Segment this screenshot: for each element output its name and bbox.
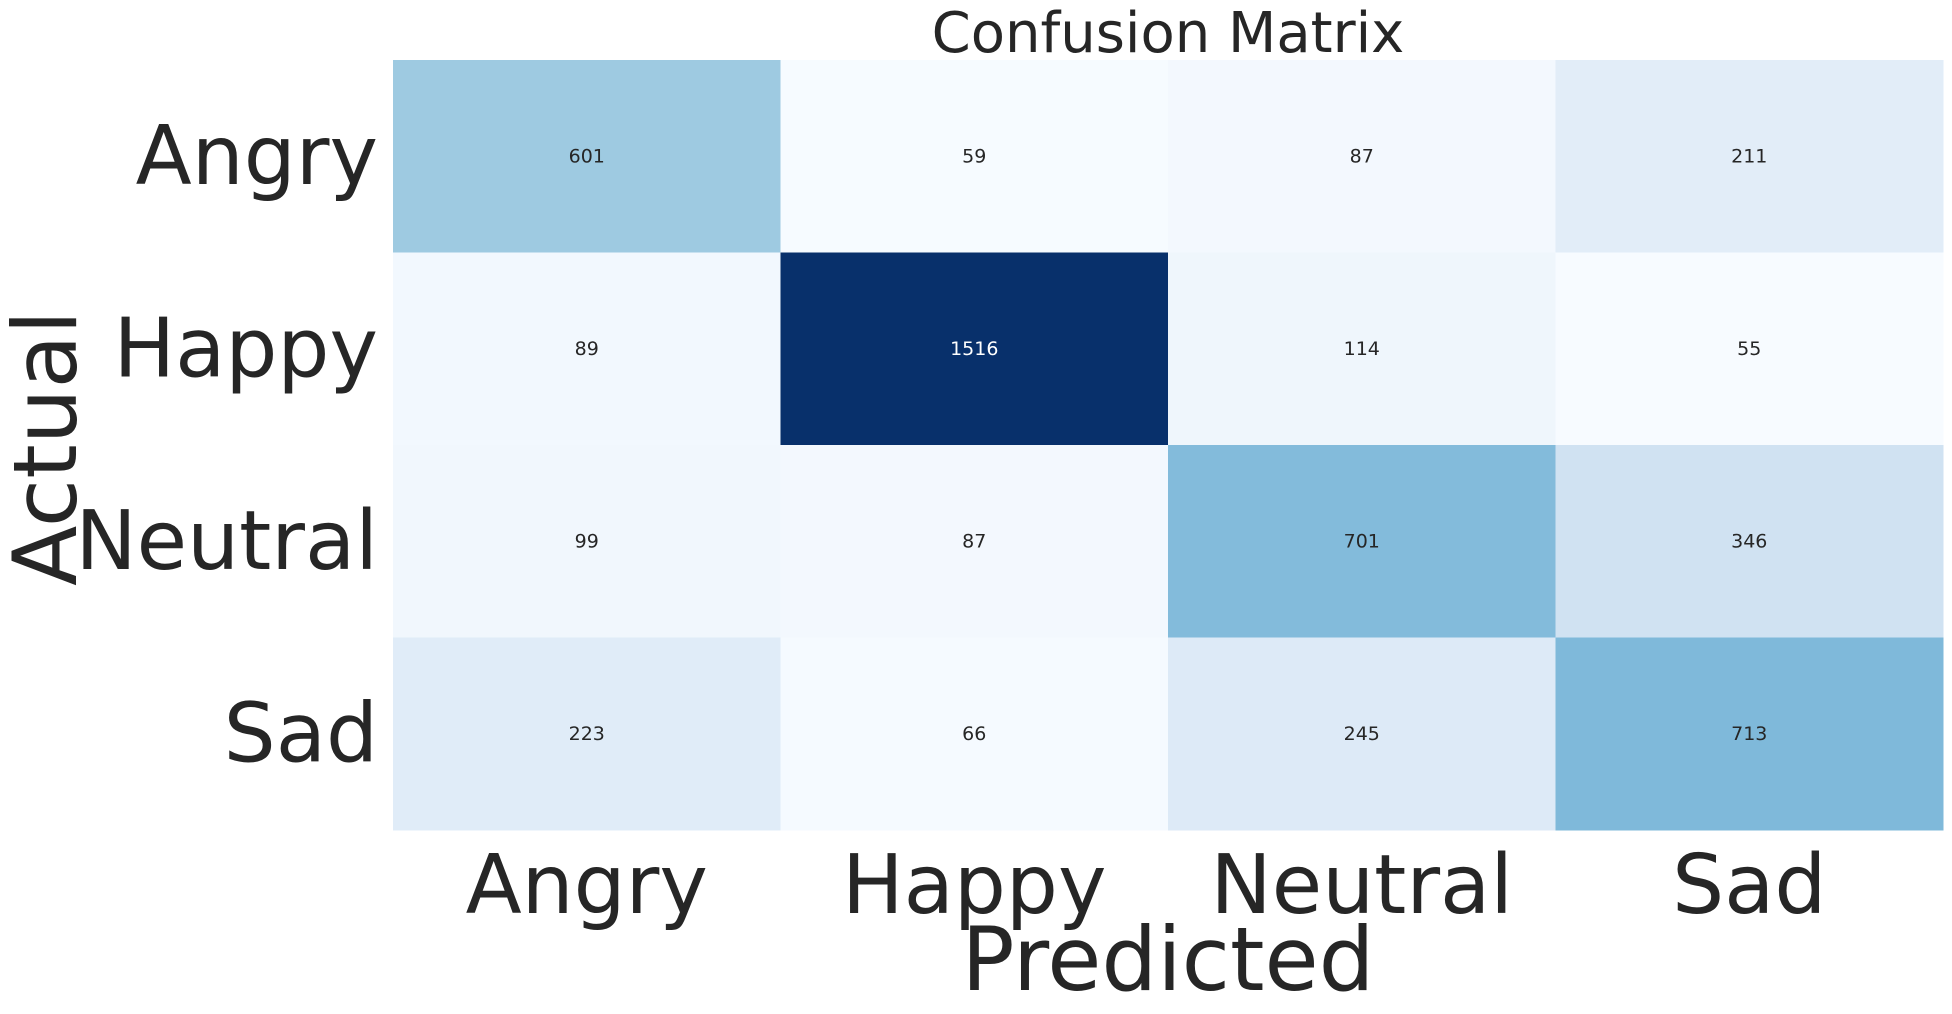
y-tick-neutral: Neutral xyxy=(75,494,378,589)
x-tick-neutral: Neutral xyxy=(1210,838,1513,933)
cell-value-neutral-angry: 99 xyxy=(575,530,599,552)
cell-happy-sad xyxy=(1555,252,1944,446)
cell-angry-happy xyxy=(780,60,1169,253)
chart-title: Confusion Matrix xyxy=(932,1,1405,66)
cell-value-angry-neutral: 87 xyxy=(1350,145,1374,167)
cell-neutral-sad xyxy=(1555,445,1944,638)
cell-value-happy-neutral: 114 xyxy=(1344,338,1380,360)
cell-happy-neutral xyxy=(1168,252,1556,446)
y-axis-label: Actual xyxy=(0,310,97,586)
cell-value-happy-sad: 55 xyxy=(1737,338,1761,360)
cell-happy-happy xyxy=(780,252,1169,446)
cell-sad-neutral xyxy=(1168,637,1556,831)
y-tick-labels: Angry Happy Neutral Sad xyxy=(75,109,378,782)
x-tick-angry: Angry xyxy=(466,838,708,933)
x-tick-happy: Happy xyxy=(842,838,1107,933)
cell-value-neutral-sad: 346 xyxy=(1731,530,1767,552)
cell-value-angry-happy: 59 xyxy=(962,145,986,167)
cell-value-sad-sad: 713 xyxy=(1731,723,1767,745)
cell-angry-angry xyxy=(393,60,781,253)
cell-neutral-angry xyxy=(393,445,781,638)
cell-value-angry-angry: 601 xyxy=(569,145,605,167)
cell-sad-angry xyxy=(393,637,781,831)
x-tick-sad: Sad xyxy=(1672,838,1826,933)
cell-value-angry-sad: 211 xyxy=(1731,145,1767,167)
cell-value-neutral-happy: 87 xyxy=(962,530,986,552)
cell-value-happy-happy: 1516 xyxy=(950,338,998,360)
cell-sad-happy xyxy=(780,637,1169,831)
cell-value-sad-neutral: 245 xyxy=(1344,723,1380,745)
cell-neutral-neutral xyxy=(1168,445,1556,638)
x-axis-label: Predicted xyxy=(961,908,1374,1011)
cell-value-neutral-neutral: 701 xyxy=(1344,530,1380,552)
heatmap-cells xyxy=(393,60,1944,831)
y-tick-sad: Sad xyxy=(224,686,378,781)
cell-sad-sad xyxy=(1555,637,1944,831)
cell-value-sad-angry: 223 xyxy=(569,723,605,745)
cell-happy-angry xyxy=(393,252,781,446)
y-tick-angry: Angry xyxy=(136,109,378,204)
y-tick-happy: Happy xyxy=(113,301,378,396)
heatmap-cell-labels: 601 59 87 211 89 1516 114 55 99 87 701 346 223 66 245 7… xyxy=(569,145,1768,745)
cell-value-happy-angry: 89 xyxy=(575,338,599,360)
cell-value-sad-happy: 66 xyxy=(962,723,986,745)
cell-neutral-happy xyxy=(780,445,1169,638)
cell-angry-sad xyxy=(1555,60,1944,253)
cell-angry-neutral xyxy=(1168,60,1556,253)
x-tick-labels: Angry Happy Neutral Sad xyxy=(466,838,1827,933)
